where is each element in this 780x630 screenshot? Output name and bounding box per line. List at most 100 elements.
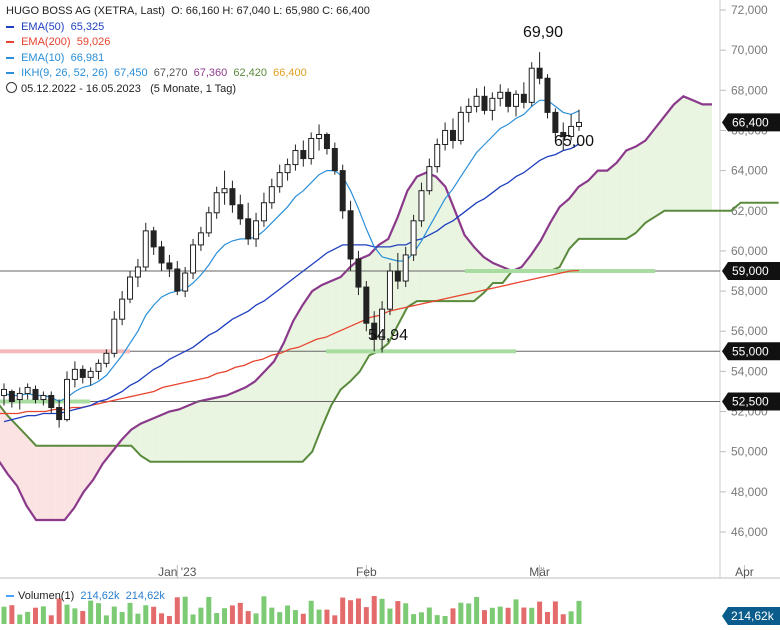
ema50-line (3, 143, 580, 423)
candle-body (355, 258, 362, 288)
volume-bar (403, 603, 409, 624)
cloud-segment (293, 305, 303, 462)
candle-body (386, 270, 393, 310)
ikh-value-4: 62,420 (233, 67, 268, 79)
cloud-segment (454, 210, 465, 302)
volume-bar (308, 600, 314, 624)
volume-bar (190, 614, 196, 624)
volume-bar (521, 607, 527, 624)
ikh-value-5: 66,400 (273, 67, 307, 79)
volume-bar (371, 596, 377, 624)
candle-body (16, 392, 23, 400)
annotation-low-may: 65,00 (554, 133, 594, 150)
cloud-segment (702, 104, 712, 211)
cloud-segment (7, 415, 18, 486)
volume-bar (206, 596, 212, 624)
candle-body (119, 298, 126, 320)
legend-ikh[interactable]: IKH(9, 26, 52, 26) 67,450 67,270 67,360 … (6, 66, 370, 82)
volume-bar (513, 599, 519, 624)
cloud-segment (569, 186, 579, 249)
volume-bar (363, 607, 369, 624)
volume-legend[interactable]: Volumen(1) 214,62k 214,62k (6, 590, 165, 602)
volume-bar (355, 598, 361, 624)
ikh-value-3: 67,360 (193, 67, 228, 79)
candle-body (442, 129, 449, 146)
cloud-segment (397, 190, 408, 326)
volume-bar (25, 611, 31, 624)
candle-body (331, 148, 338, 172)
candle-body (56, 407, 63, 421)
cloud-segment (93, 445, 103, 480)
candle-body (229, 188, 236, 206)
volume-bar (119, 612, 125, 624)
legend-ema10[interactable]: EMA(10) 66,981 (6, 51, 370, 67)
legend-ema50[interactable]: EMA(50) 65,325 (6, 20, 370, 36)
annotation-high: 69,90 (523, 24, 563, 41)
volume-bar (56, 598, 62, 624)
ema200-swatch (6, 41, 14, 44)
candle-body (505, 91, 512, 107)
chart-legend: HUGO BOSS AG (XETRA, Last) O: 66,160 H: … (6, 4, 370, 97)
cloud-segment (607, 162, 617, 239)
x-tick-label: Apr (735, 565, 754, 579)
cloud-segment (302, 291, 313, 462)
volume-swatch (6, 595, 14, 598)
cloud-segment (578, 180, 589, 239)
y-tick-label: 60,000 (731, 244, 768, 258)
candle-body (142, 230, 149, 268)
ema10-line (3, 99, 580, 403)
candle-body (245, 218, 252, 240)
candle-body (237, 204, 244, 220)
cloud-segment (531, 240, 541, 271)
volume-bar (40, 606, 46, 624)
cloud-segment (616, 150, 627, 239)
cloud-segment (178, 405, 189, 462)
cloud-segment (635, 140, 646, 233)
candle-body (520, 93, 527, 103)
candle-body (568, 125, 575, 137)
cloud-segment (36, 445, 46, 520)
cloud-segment (664, 104, 674, 211)
volume-bar (1, 606, 7, 624)
volume-bar (159, 613, 165, 624)
volume-bar (174, 597, 180, 624)
candle-body (284, 164, 291, 174)
cloud-segment (264, 361, 275, 462)
cloud-segment (159, 411, 170, 462)
candle-body (268, 186, 275, 204)
x-tick-label: Feb (356, 565, 377, 579)
cloud-segment (426, 172, 436, 302)
y-tick-label: 72,000 (731, 3, 768, 17)
volume-bar (466, 603, 472, 624)
candle-body (481, 95, 488, 111)
volume-bar (411, 614, 417, 624)
cloud-segment (83, 445, 94, 492)
volume-bar (316, 609, 322, 624)
candle-body (253, 220, 260, 240)
cloud-segment (445, 186, 455, 302)
candle-body (300, 150, 307, 160)
cloud-segment (645, 128, 655, 223)
volume-bar (64, 604, 70, 624)
candle-body (150, 230, 157, 248)
period-detail: (5 Monate, 1 Tag) (150, 82, 237, 95)
volume-label: Volumen(1) (18, 590, 75, 602)
volume-badge: 214,62k (731, 609, 775, 623)
volume-bar (182, 596, 188, 624)
volume-bar (96, 603, 102, 624)
cloud-segment (55, 445, 65, 520)
candle-body (95, 362, 102, 372)
volume-bar (285, 605, 291, 624)
candle-body (260, 202, 267, 222)
volume-bar (418, 612, 424, 624)
support-zone-55 (326, 349, 516, 354)
support-zone-52 (0, 399, 90, 404)
resistance-zone (0, 349, 130, 354)
cloud-segment (245, 381, 256, 462)
last-price-badge-bg (722, 113, 780, 132)
volume-bar (332, 615, 338, 624)
cloud-segment (597, 170, 608, 239)
last-price-badge: 66,400 (732, 115, 769, 129)
legend-ema200[interactable]: EMA(200) 59,026 (6, 35, 370, 51)
